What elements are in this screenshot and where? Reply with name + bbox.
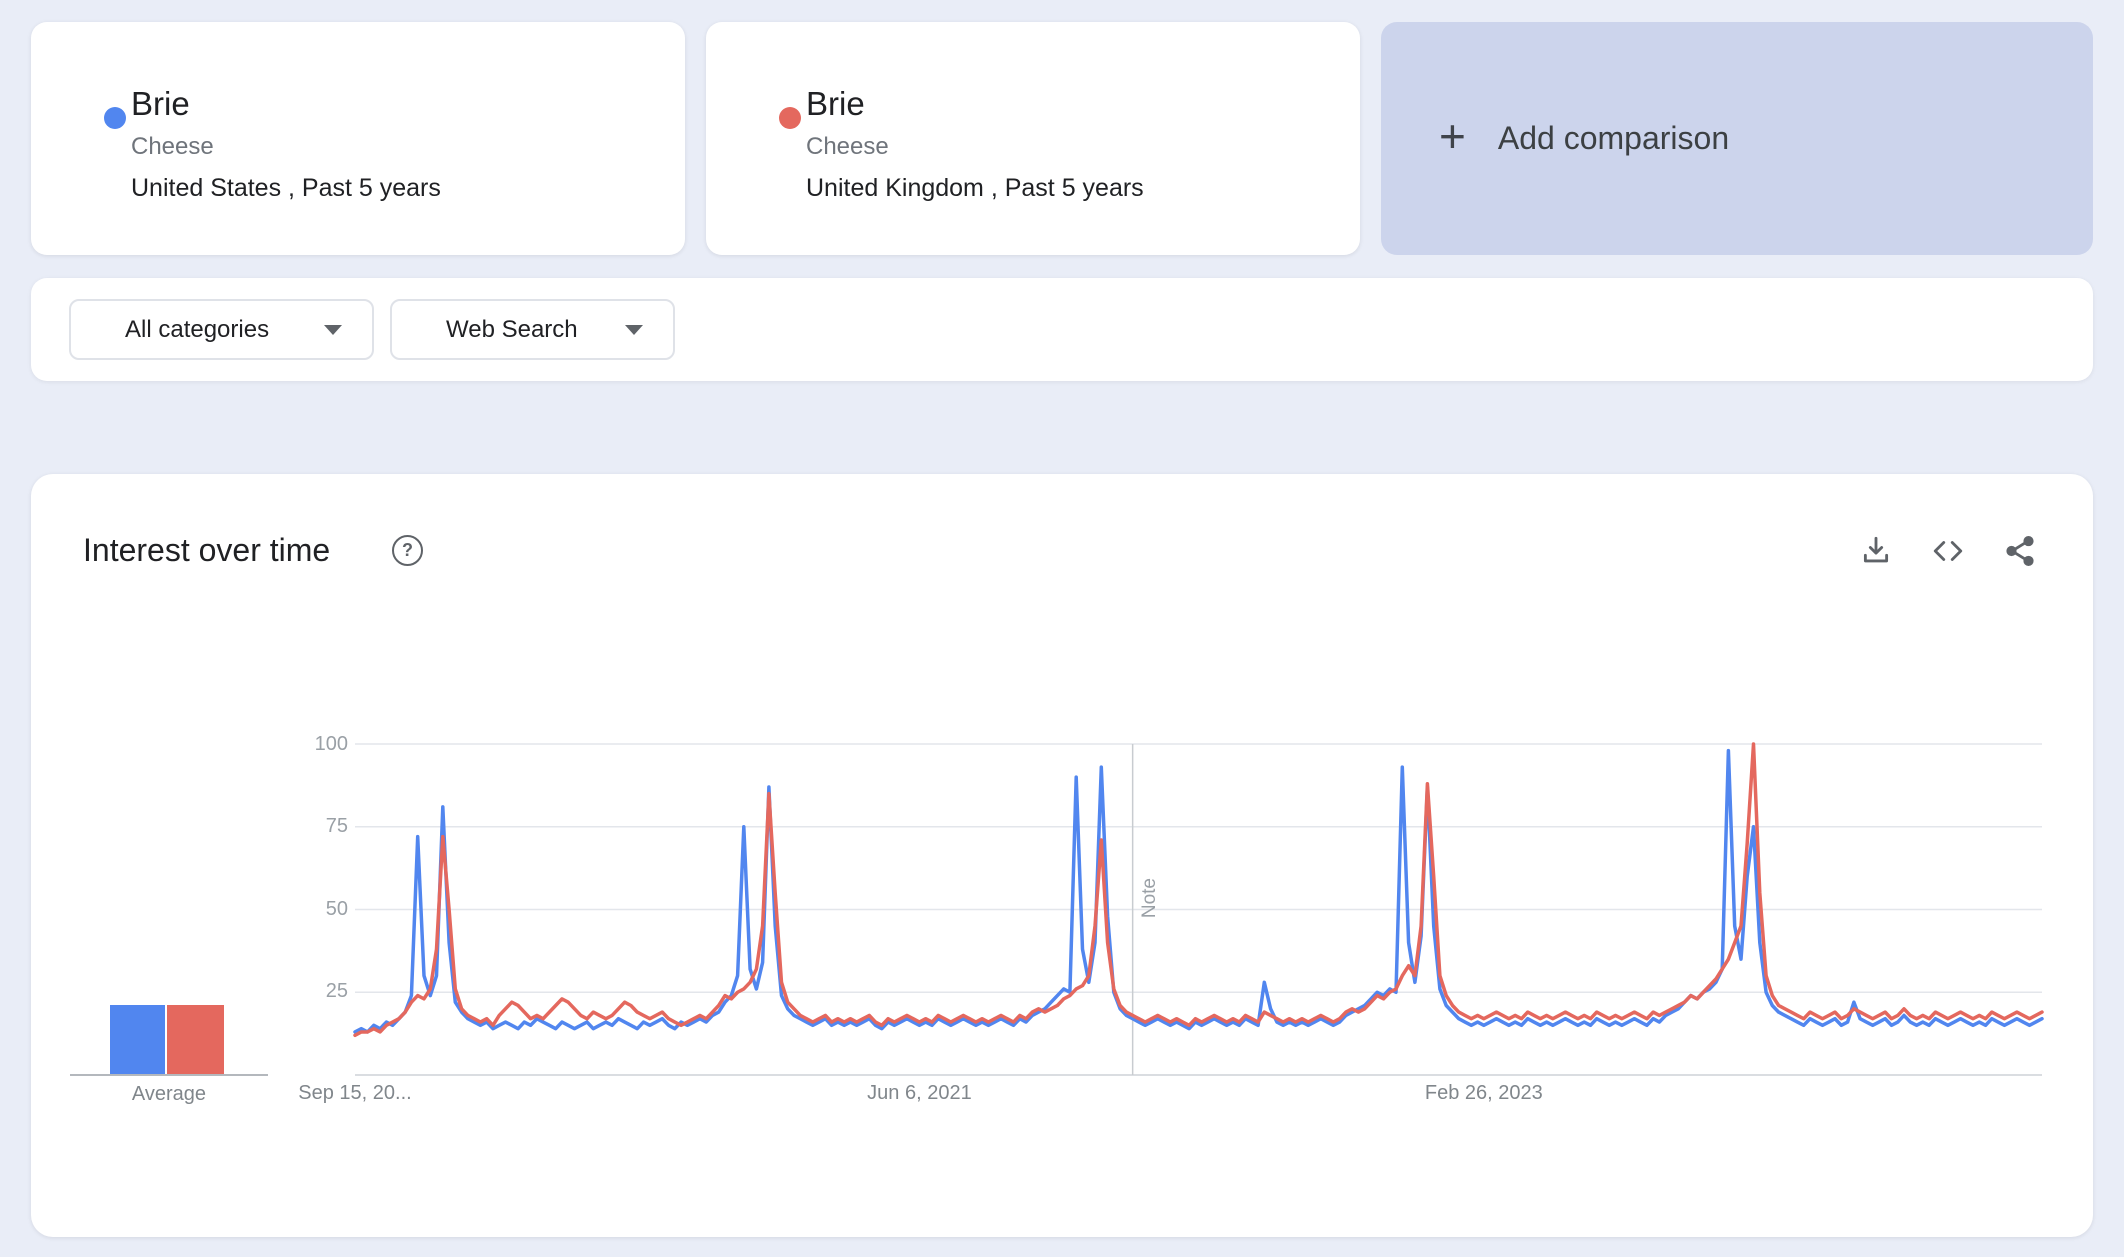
- term-type: Cheese: [806, 133, 889, 160]
- average-label: Average: [131, 1083, 207, 1105]
- comparison-card-united-states[interactable]: Brie Cheese United States , Past 5 years: [31, 22, 685, 255]
- chevron-down-icon: [324, 324, 342, 335]
- chevron-down-icon: [625, 324, 643, 335]
- download-icon[interactable]: [1859, 534, 1893, 568]
- term-scope: United States , Past 5 years: [131, 174, 441, 202]
- plus-icon: +: [1439, 110, 1466, 162]
- series-color-dot-blue: [104, 107, 126, 129]
- panel-title: Interest over time: [83, 532, 331, 568]
- add-comparison-label: Add comparison: [1497, 120, 1730, 156]
- interest-over-time-panel: Interest over time ? Average 100 75 50 2…: [31, 474, 2093, 1237]
- comparison-card-united-kingdom[interactable]: Brie Cheese United Kingdom , Past 5 year…: [706, 22, 1360, 255]
- x-axis-tick: Sep 15, 20...: [298, 1082, 412, 1104]
- x-axis-tick: Jun 6, 2021: [867, 1082, 972, 1104]
- average-bars: [70, 744, 268, 1076]
- y-axis-tick: 75: [325, 815, 348, 837]
- term-title: Brie: [131, 85, 190, 122]
- term-type: Cheese: [131, 133, 214, 160]
- term-title: Brie: [806, 85, 865, 122]
- y-axis-tick: 25: [325, 980, 348, 1002]
- search-type-dropdown[interactable]: Web Search: [390, 299, 675, 360]
- average-bar-united-states[interactable]: [110, 1004, 165, 1074]
- y-axis-tick: 100: [314, 733, 348, 755]
- category-dropdown[interactable]: All categories: [69, 299, 374, 360]
- average-bar-united-kingdom[interactable]: [167, 1004, 224, 1074]
- interest-over-time-chart[interactable]: [353, 742, 2044, 1076]
- panel-actions: [1859, 534, 2037, 568]
- comparison-row: Brie Cheese United States , Past 5 years…: [31, 22, 2093, 255]
- embed-icon[interactable]: [1931, 534, 1965, 568]
- help-icon[interactable]: ?: [392, 535, 423, 566]
- y-axis-tick: 50: [325, 898, 348, 920]
- category-dropdown-label: All categories: [125, 315, 270, 343]
- filter-bar: All categories Web Search: [31, 278, 2093, 381]
- note-label: Note: [1138, 878, 1160, 919]
- add-comparison-button[interactable]: + Add comparison: [1381, 22, 2093, 255]
- share-icon[interactable]: [2003, 534, 2037, 568]
- search-type-dropdown-label: Web Search: [446, 315, 578, 343]
- term-scope: United Kingdom , Past 5 years: [806, 174, 1144, 202]
- x-axis-tick: Feb 26, 2023: [1424, 1082, 1543, 1104]
- series-color-dot-red: [779, 107, 801, 129]
